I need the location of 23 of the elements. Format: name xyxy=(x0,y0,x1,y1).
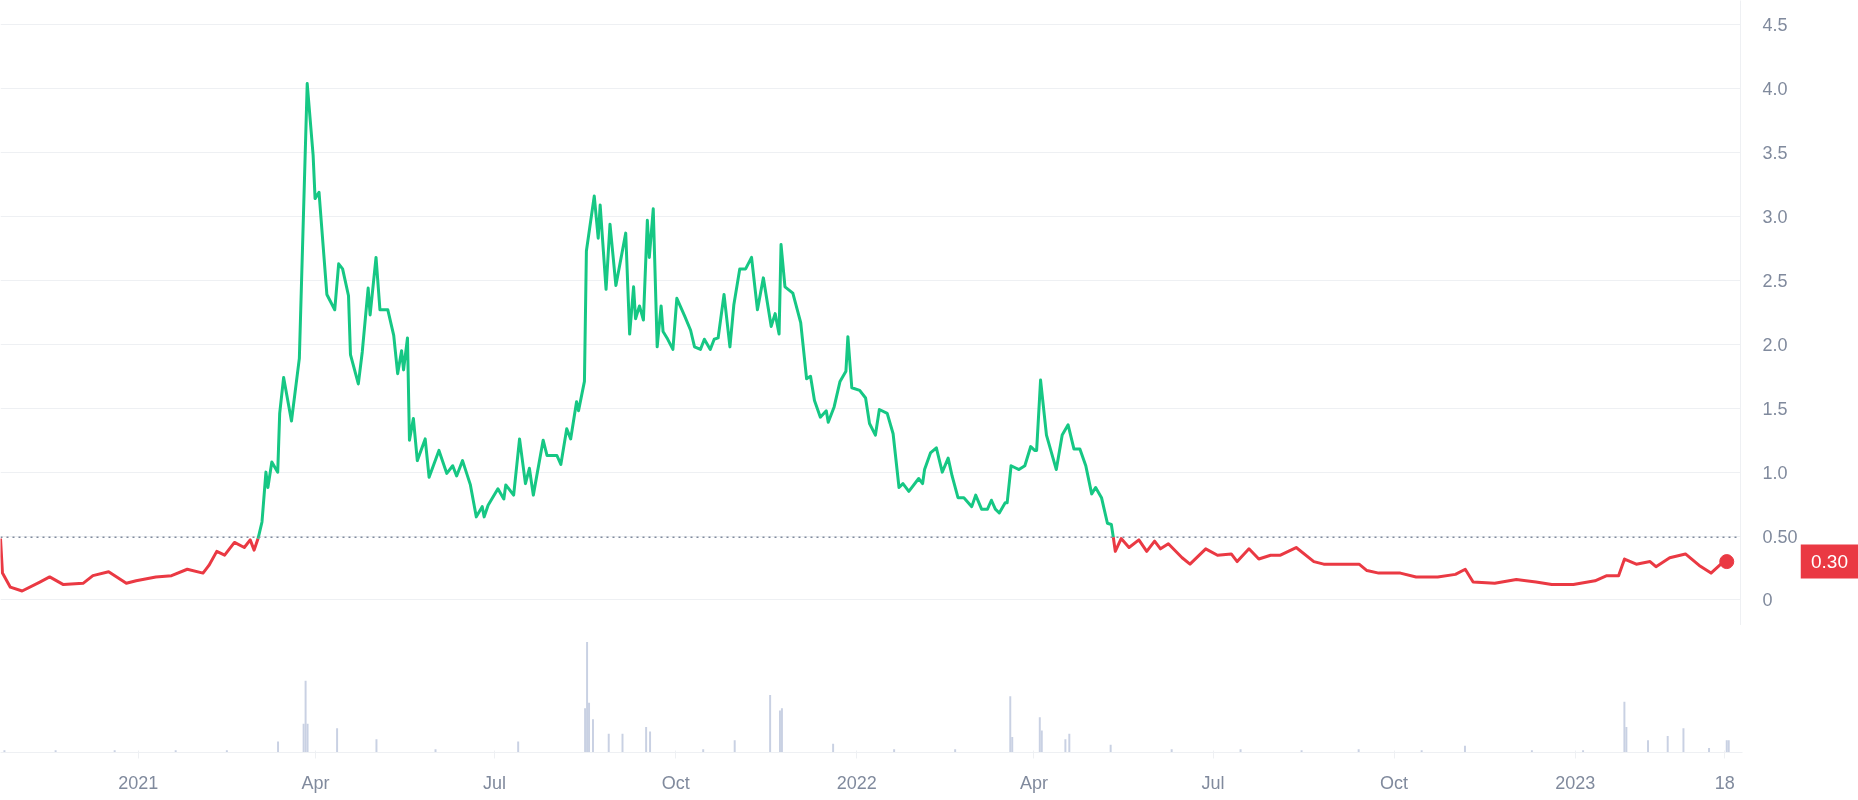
line-series xyxy=(0,537,260,593)
y-tick-label: 2.0 xyxy=(1762,334,1788,355)
x-tick-label: Oct xyxy=(1380,772,1409,793)
y-tick-label: 4.0 xyxy=(1762,79,1788,100)
y-tick-label: 3.0 xyxy=(1762,207,1788,227)
x-tick-label: 18 xyxy=(1714,772,1735,793)
y-tick-label: 0.50 xyxy=(1762,526,1798,547)
y-tick-label: 3.5 xyxy=(1762,143,1788,164)
x-tick-label: Apr xyxy=(1019,772,1048,793)
text: 0.30 xyxy=(1811,551,1848,573)
x-tick-label: 2023 xyxy=(1555,772,1596,793)
line-series xyxy=(256,82,1115,541)
x-tick-label: 2021 xyxy=(118,772,159,793)
x-tick-label: Jul xyxy=(1201,772,1225,793)
y-tick-label: 4.5 xyxy=(1762,15,1788,36)
y-tick-label: 1.5 xyxy=(1762,398,1788,419)
x-tick-label: 2022 xyxy=(836,772,877,793)
y-tick-label: 2.5 xyxy=(1762,270,1788,291)
x-tick-label: Oct xyxy=(661,772,690,793)
y-tick-label: 1.0 xyxy=(1762,462,1788,483)
y-tick-label: 0 xyxy=(1762,590,1773,611)
x-tick-label: Jul xyxy=(483,772,507,793)
x-tick-label: Apr xyxy=(301,772,330,793)
